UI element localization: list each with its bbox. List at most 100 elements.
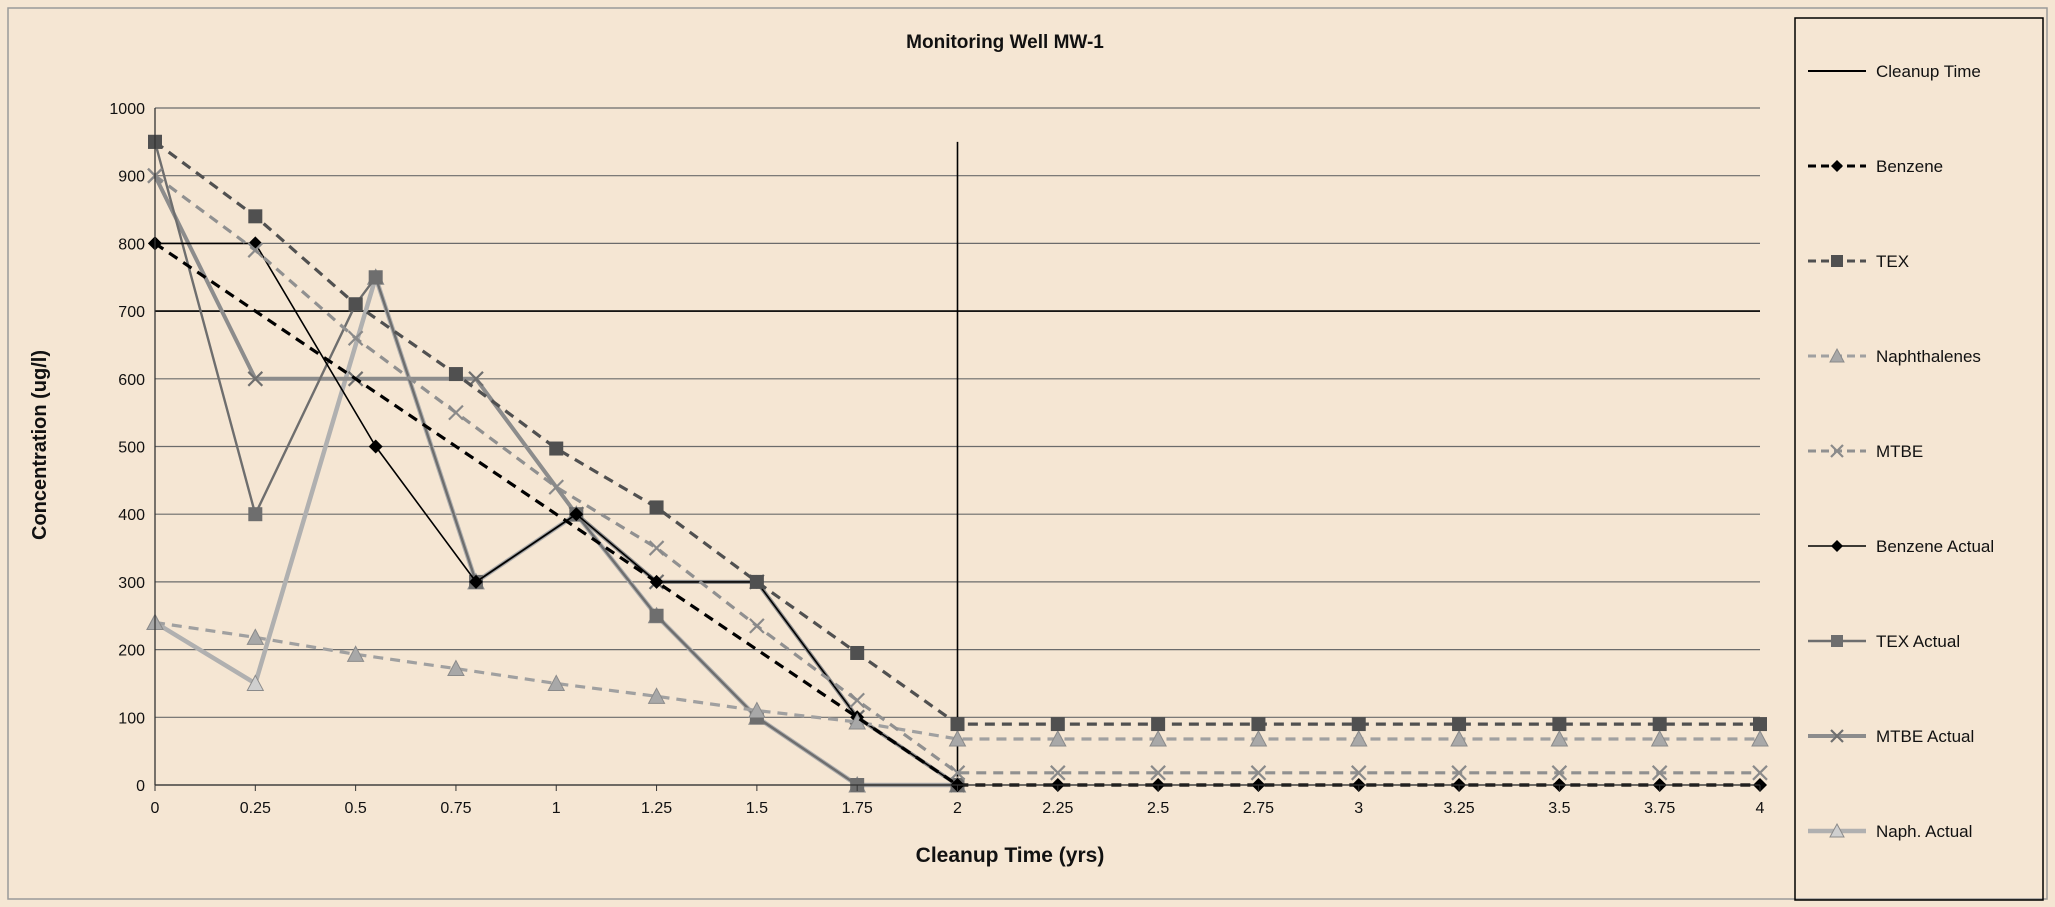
data-point-mtbe bbox=[1050, 765, 1066, 781]
legend-swatch-marker bbox=[1830, 729, 1844, 743]
reference-lines bbox=[155, 141, 1760, 785]
x-tick-label: 0.25 bbox=[240, 800, 271, 817]
data-point-mtbe bbox=[347, 330, 364, 346]
legend-swatch-marker bbox=[1831, 540, 1843, 552]
data-point-naphthalenes bbox=[246, 628, 265, 645]
data-point-naphthalenes bbox=[547, 674, 566, 691]
data-point-tex-actual bbox=[649, 608, 664, 623]
data-point-mtbe bbox=[1350, 765, 1367, 781]
legend-item-tex: TEX bbox=[1808, 252, 1909, 271]
data-point-mtbe bbox=[1551, 765, 1568, 781]
x-tick-label: 2.25 bbox=[1042, 800, 1073, 817]
data-point-tex-actual bbox=[368, 270, 383, 285]
data-point-benzene-actual bbox=[569, 507, 584, 522]
y-tick-label: 100 bbox=[118, 710, 145, 727]
data-point-tex bbox=[950, 717, 965, 732]
data-point-naphthalenes bbox=[1650, 729, 1669, 747]
legend-label: TEX bbox=[1876, 252, 1909, 271]
x-tick-label: 0.5 bbox=[345, 800, 367, 817]
legend-swatch-marker bbox=[1831, 635, 1843, 647]
legend-box bbox=[1794, 17, 2044, 901]
y-axis-label: Concentration (ug/l) bbox=[29, 350, 51, 540]
data-point-mtbe bbox=[849, 692, 865, 709]
data-point-tex bbox=[850, 645, 865, 660]
data-point-mtbe bbox=[1651, 765, 1668, 781]
data-point-naphthalenes bbox=[447, 659, 465, 677]
data-point-mtbe bbox=[548, 479, 565, 495]
x-tick-label: 1.25 bbox=[641, 800, 672, 817]
x-axis-label: Cleanup Time (yrs) bbox=[916, 844, 1105, 867]
axes bbox=[154, 108, 1761, 791]
legend-item-cleanup-time: Cleanup Time bbox=[1808, 62, 1981, 81]
chart-title: Monitoring Well MW-1 bbox=[906, 32, 1104, 53]
legend-swatch-marker bbox=[1829, 822, 1845, 838]
data-point-naphthalenes bbox=[1249, 729, 1268, 747]
y-tick-label: 900 bbox=[118, 169, 145, 186]
data-point-naphthalenes bbox=[1048, 729, 1067, 747]
data-point-tex bbox=[248, 209, 263, 224]
legend-label: TEX Actual bbox=[1876, 632, 1960, 651]
x-tick-label: 4 bbox=[1756, 800, 1765, 817]
x-tick-label: 1.5 bbox=[746, 800, 768, 817]
y-tick-label: 700 bbox=[118, 304, 145, 321]
data-point-tex bbox=[1652, 717, 1667, 732]
series-mtbe bbox=[147, 167, 1768, 781]
data-point-mtbe bbox=[1451, 765, 1467, 781]
data-point-naph-actual bbox=[246, 674, 265, 691]
x-tick-label: 1 bbox=[552, 800, 561, 817]
y-tick-label: 200 bbox=[118, 643, 145, 660]
y-tick-label: 800 bbox=[118, 236, 145, 253]
data-point-mtbe bbox=[247, 242, 264, 258]
legend-label: Benzene Actual bbox=[1876, 537, 1994, 556]
y-tick-label: 1000 bbox=[109, 101, 145, 118]
data-point-tex bbox=[1151, 717, 1166, 732]
data-point-tex bbox=[549, 441, 564, 456]
data-point-tex bbox=[749, 574, 764, 589]
data-point-mtbe bbox=[1752, 765, 1768, 781]
data-point-tex bbox=[1251, 717, 1266, 732]
y-tick-label: 500 bbox=[118, 440, 145, 457]
data-point-naphthalenes bbox=[948, 729, 967, 747]
data-point-naphthalenes bbox=[346, 645, 365, 662]
legend-label: MTBE bbox=[1876, 442, 1923, 461]
data-point-tex bbox=[649, 500, 664, 515]
x-tick-label: 2.75 bbox=[1243, 800, 1274, 817]
series-naphthalenes bbox=[146, 613, 1769, 747]
x-tick-label: 2 bbox=[953, 800, 962, 817]
data-point-mtbe bbox=[949, 765, 966, 781]
legend-swatch-marker bbox=[1831, 255, 1843, 267]
y-tick-label: 300 bbox=[118, 575, 145, 592]
legend-item-naphthalenes: Naphthalenes bbox=[1808, 347, 1981, 366]
y-tick-label: 400 bbox=[118, 507, 145, 524]
x-tick-label: 2.5 bbox=[1147, 800, 1169, 817]
legend-item-mtbe: MTBE bbox=[1808, 442, 1923, 461]
data-point-mtbe bbox=[648, 540, 665, 556]
legend: Cleanup Time Benzene TEX Naphthalenes MTBE Be… bbox=[1808, 62, 1994, 841]
x-tick-label: 0.75 bbox=[440, 800, 471, 817]
data-point-mtbe bbox=[749, 618, 765, 634]
legend-label: Benzene bbox=[1876, 157, 1943, 176]
legend-label: Naphthalenes bbox=[1876, 347, 1981, 366]
legend-label: Naph. Actual bbox=[1876, 822, 1972, 841]
legend-item-benzene-actual: Benzene Actual bbox=[1808, 537, 1994, 556]
series-line-naphthalenes bbox=[154, 620, 1760, 741]
data-point-naphthalenes bbox=[647, 687, 666, 704]
data-point-tex bbox=[1452, 717, 1467, 732]
data-point-mtbe bbox=[1150, 765, 1166, 781]
legend-item-naph-actual: Naph. Actual bbox=[1808, 822, 1972, 841]
data-point-tex bbox=[1050, 717, 1065, 732]
legend-swatch-marker bbox=[1831, 160, 1843, 172]
data-point-tex bbox=[1753, 717, 1767, 732]
data-point-mtbe-actual bbox=[468, 371, 484, 387]
data-point-tex bbox=[1351, 717, 1366, 732]
x-tick-label: 3 bbox=[1354, 800, 1363, 817]
chart-border bbox=[7, 7, 2048, 900]
y-tick-label: 600 bbox=[118, 372, 145, 389]
x-tick-label: 0 bbox=[151, 800, 160, 817]
x-tick-label: 3.5 bbox=[1548, 800, 1570, 817]
data-point-tex bbox=[348, 297, 363, 312]
data-point-naphthalenes bbox=[1149, 729, 1167, 747]
legend-item-benzene: Benzene bbox=[1808, 157, 1943, 176]
